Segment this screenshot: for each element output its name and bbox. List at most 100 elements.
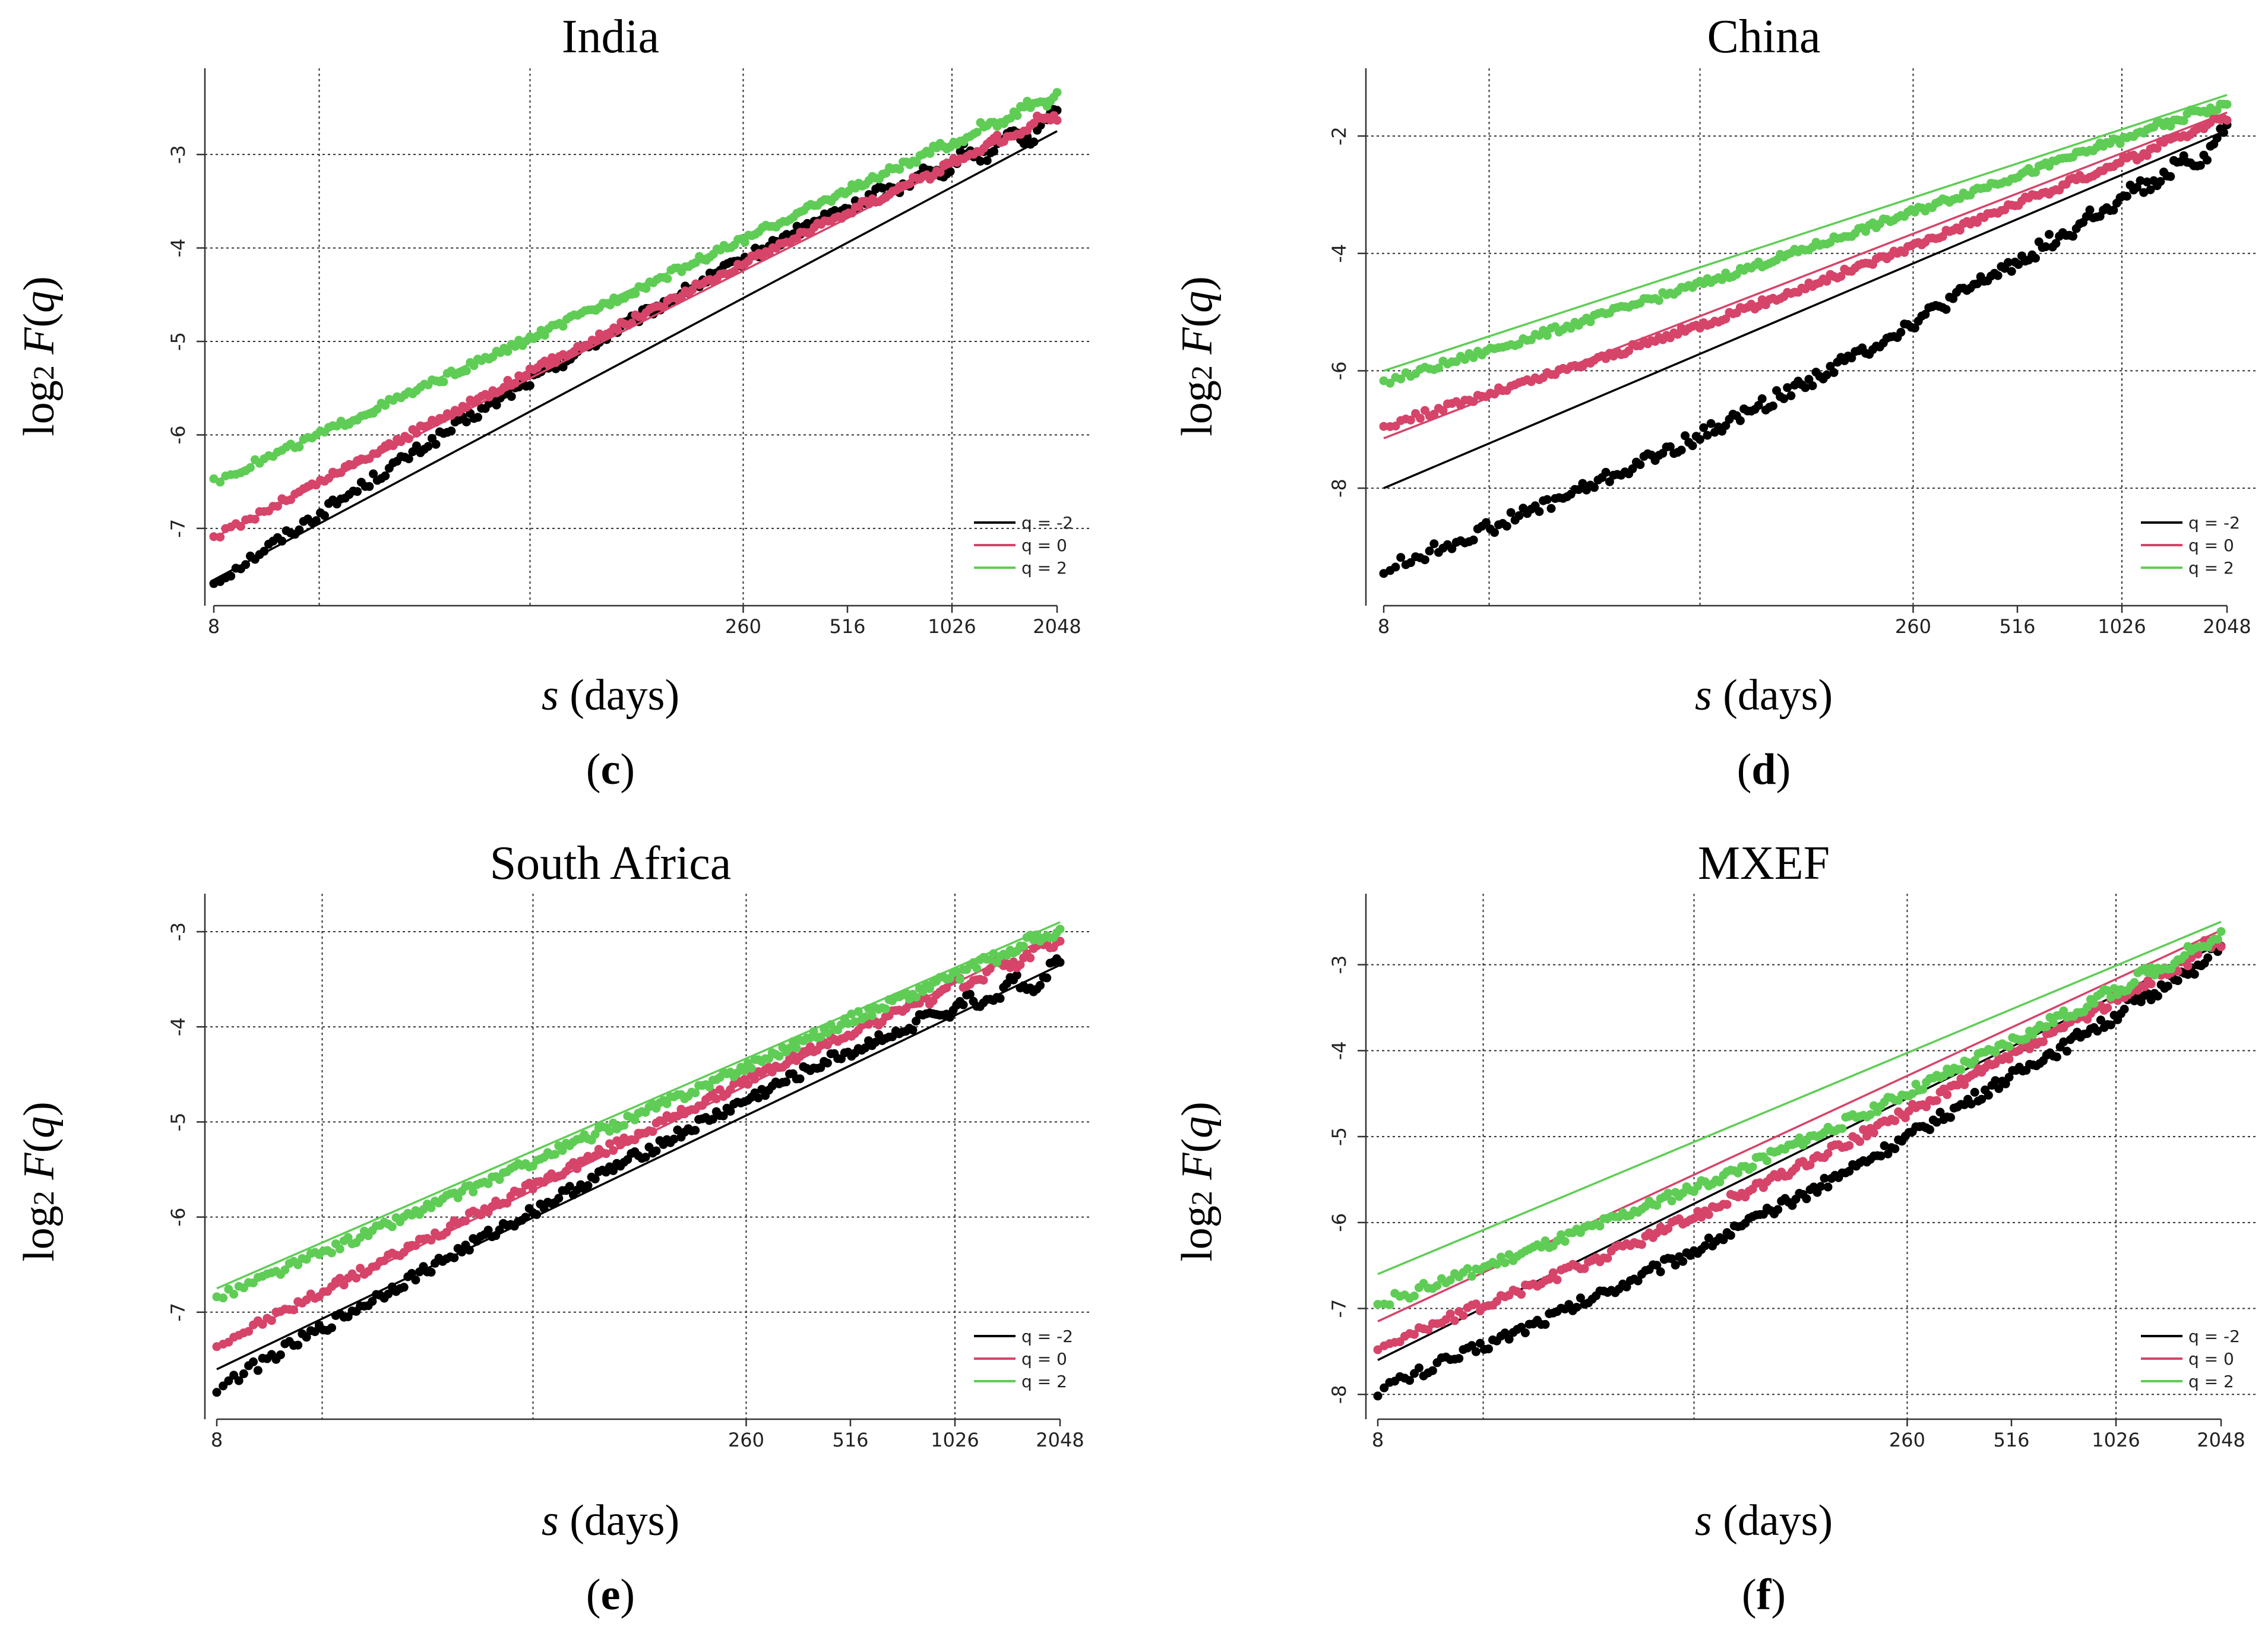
data-point [2106, 993, 2115, 1002]
data-point [1802, 1194, 1811, 1204]
data-point [1671, 1261, 1680, 1270]
fit-line [213, 111, 1058, 539]
data-point [673, 1125, 682, 1135]
data-point [663, 274, 672, 283]
data-point [280, 1265, 290, 1275]
data-point [2014, 259, 2023, 269]
series-points-0 [1379, 120, 2232, 578]
data-point [726, 1107, 735, 1116]
data-point [1695, 435, 1704, 444]
data-point [669, 1134, 679, 1144]
data-point [1459, 1311, 1468, 1320]
x-axis-title: s (days) [542, 1496, 679, 1545]
data-point [1717, 275, 1727, 284]
data-point [1904, 1106, 1913, 1116]
data-point [453, 1193, 463, 1202]
legend-label: q = -2 [2188, 513, 2240, 533]
data-point [1552, 1275, 1562, 1284]
data-point [1900, 1113, 1910, 1122]
data-point [850, 1017, 859, 1027]
data-point [908, 1026, 918, 1034]
fit-line [216, 964, 1061, 1371]
data-point [2183, 970, 2193, 979]
data-point [1548, 1268, 1558, 1277]
data-point [1941, 305, 1951, 314]
x-tick-label: 260 [725, 615, 761, 638]
fit-line [1377, 920, 2222, 1275]
data-point [461, 417, 471, 427]
data-point [507, 392, 516, 401]
data-point [229, 1290, 239, 1299]
data-point [1506, 508, 1516, 517]
data-point [754, 1093, 763, 1103]
x-tick-label: 1026 [928, 615, 976, 638]
data-point [823, 1028, 832, 1038]
data-point [782, 1077, 791, 1087]
data-point [979, 976, 988, 985]
data-point [1721, 314, 1731, 324]
data-point [1896, 328, 1906, 337]
x-axis-var: s [1695, 671, 1712, 720]
data-point [2096, 1015, 2105, 1025]
data-point [411, 1275, 420, 1285]
data-point [404, 454, 413, 464]
data-point [1637, 1240, 1646, 1249]
data-point [1432, 1281, 1442, 1290]
data-point [1665, 442, 1675, 451]
data-point [253, 1366, 262, 1375]
data-point [426, 1203, 436, 1213]
data-point [1795, 1133, 1804, 1142]
data-point [1450, 1316, 1459, 1325]
data-point [1822, 371, 1832, 379]
data-point [662, 1099, 672, 1109]
data-point [551, 1150, 560, 1159]
data-point [1956, 1065, 1966, 1074]
data-point [1385, 1300, 1394, 1309]
legend: q = -2 q = 0 q = 2 [2141, 513, 2240, 578]
x-axis-var: s [542, 671, 559, 720]
plot-area: -2 -4 -6 -8 8 260 516 1026 2048 q = -2 q = 0 q = 2 [1328, 68, 2257, 638]
data-point [1012, 970, 1021, 980]
data-point [1984, 1090, 1993, 1100]
data-point [365, 482, 374, 491]
data-point [310, 1327, 320, 1337]
y-tick-label: -5 [167, 1112, 189, 1131]
data-point [881, 1004, 890, 1014]
data-point [1542, 495, 1552, 504]
data-point [1055, 958, 1065, 967]
data-point [1471, 1347, 1481, 1356]
data-point [2222, 116, 2232, 125]
x-axis-title: s (days) [542, 671, 679, 720]
data-point [590, 1175, 600, 1183]
data-point [1420, 555, 1429, 565]
data-point [1722, 1199, 1732, 1209]
data-point [816, 1032, 825, 1042]
data-point [469, 1187, 478, 1197]
data-point [1520, 1328, 1530, 1338]
data-point [447, 426, 456, 436]
data-point [558, 321, 568, 331]
data-point [1633, 1276, 1643, 1286]
data-point [982, 156, 992, 165]
data-point [1865, 1110, 1875, 1119]
data-point [1445, 1275, 1455, 1285]
data-point [1481, 518, 1491, 527]
y-tick-label: -2 [1328, 126, 1350, 145]
x-axis-unit: (days) [1723, 1496, 1833, 1545]
data-point [995, 993, 1005, 1003]
data-point [1504, 1334, 1514, 1344]
panel-china: China -2 -4 -6 -8 8 260 516 1026 2048 q = -2 q = 0… [1173, 11, 2257, 794]
data-point [226, 571, 236, 581]
legend-label: q = 2 [2188, 558, 2234, 578]
data-point [1541, 1319, 1550, 1329]
data-point [1994, 1084, 2004, 1093]
data-point [327, 1248, 336, 1258]
data-point [1469, 535, 1478, 545]
data-point [2103, 1003, 2112, 1012]
data-point [2179, 116, 2188, 125]
y-tick-label: -4 [167, 1017, 189, 1036]
y-tick-label: -6 [1328, 361, 1350, 380]
data-point [1910, 323, 1919, 333]
